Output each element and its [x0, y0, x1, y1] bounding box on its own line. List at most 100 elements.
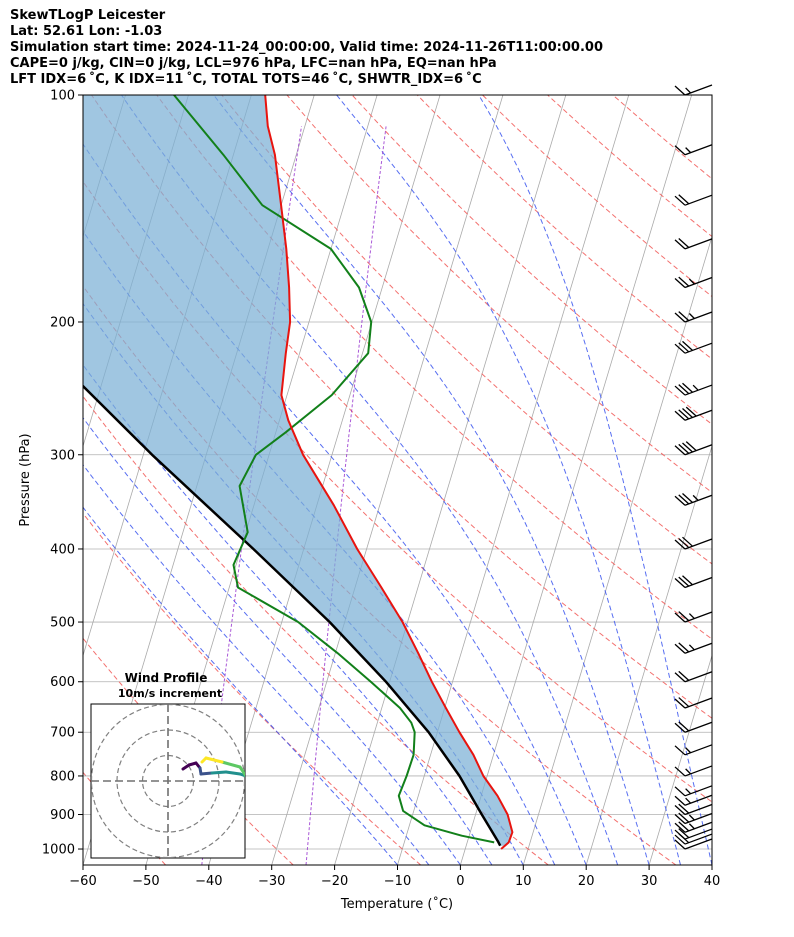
wind-barb-shaft: [684, 785, 713, 797]
wind-barb: [674, 812, 713, 825]
wind-barb: [674, 744, 713, 756]
wind-barb-shaft: [684, 697, 713, 709]
dry-adiabat-line: [351, 95, 712, 425]
plot-area: −60 −50 −40 −30 −20 −10 0 10 20 30 40 100 200 300 400 5…: [42, 84, 721, 889]
wind-barb: [674, 785, 713, 797]
x-tick-label: 0: [456, 874, 464, 889]
wind-barb: [674, 575, 713, 589]
wind-barb-half-flag: [688, 613, 695, 620]
wind-barb-flag: [674, 578, 686, 589]
dry-adiabat-line: [547, 95, 712, 238]
y-tick-label: 200: [50, 315, 75, 330]
wind-barb-flag: [678, 611, 690, 622]
wind-barb: [674, 821, 713, 833]
wind-barb-flag: [674, 814, 686, 824]
dry-adiabat-line: [416, 95, 712, 360]
moist-adiabat-line: [121, 95, 619, 865]
wind-barb-flag: [678, 443, 690, 454]
moist-adiabat-line: [83, 506, 398, 865]
wind-barb-flag: [674, 698, 686, 709]
wind-barb: [674, 144, 713, 156]
wind-barb: [674, 382, 713, 396]
wind-barb-flag: [674, 795, 686, 806]
wind-barb-shaft: [684, 576, 713, 589]
wind-barb-shaft: [684, 744, 713, 756]
wind-barb-flag: [674, 766, 686, 777]
wind-barb: [674, 406, 713, 421]
isotherm-line: [711, 863, 712, 865]
wind-barb: [674, 794, 713, 806]
wind-barb-flag: [674, 385, 686, 396]
wind-barb-flag: [678, 276, 690, 287]
wind-barb: [674, 828, 713, 840]
hodograph-trace-segment: [204, 756, 224, 764]
wind-barb-flag: [674, 822, 686, 833]
wind-barb-shaft: [684, 444, 713, 456]
wind-barb-flag: [674, 495, 686, 506]
hodograph-trace-segment: [210, 770, 228, 775]
moist-adiabat-line: [213, 95, 650, 865]
wind-barb-flag: [678, 494, 690, 505]
hodograph-trace-segment: [220, 760, 242, 769]
wind-barb-flag: [674, 343, 686, 354]
wind-barb-flag: [674, 722, 686, 733]
wind-barb-shaft: [684, 821, 713, 833]
hodograph-trace-segment: [200, 756, 208, 764]
hodograph-trace-segment: [238, 765, 245, 778]
wind-barb: [674, 238, 713, 250]
title-line-indices: LFT IDX=6 ˚C, K IDX=11 ˚C, TOTAL TOTS=46…: [10, 72, 482, 87]
wind-barb-flag: [674, 643, 686, 654]
wind-barb-shaft: [684, 238, 713, 250]
dry-adiabat-line: [83, 512, 422, 865]
wind-barb-shaft: [684, 611, 713, 623]
hodograph-trace-segment: [199, 771, 214, 776]
wind-barb-flag: [678, 409, 690, 420]
y-tick-label: 600: [50, 675, 75, 690]
wind-barb: [674, 838, 713, 850]
wind-barb-flag: [682, 492, 693, 503]
x-tick-label: −10: [384, 874, 411, 889]
wind-barb-flag: [678, 812, 690, 823]
wind-barb-flag: [682, 442, 693, 453]
wind-barb-flag: [682, 575, 693, 586]
wind-barb-flag: [674, 839, 686, 850]
wind-barb-flag: [674, 145, 686, 156]
wind-barb-flag: [682, 407, 693, 418]
hodograph-subtitle: 10m/s increment: [118, 687, 222, 700]
wind-barb-shaft: [684, 833, 713, 845]
wind-barb-flag: [678, 670, 690, 681]
wind-barb-flag: [678, 642, 690, 653]
x-tick-label: 40: [704, 874, 721, 889]
wind-barb-shaft: [684, 721, 713, 733]
wind-barb-flag: [674, 410, 686, 421]
y-tick-label: 500: [50, 616, 75, 631]
wind-barb: [674, 642, 713, 654]
moist-adiabat-line: [336, 95, 681, 865]
x-axis-label: Temperature (˚C): [340, 896, 453, 912]
wind-barb-flag: [678, 311, 690, 322]
isotherm-line: [585, 444, 712, 865]
wind-barb-shaft: [684, 276, 713, 289]
title-line-station: SkewTLogP Leicester: [10, 8, 166, 23]
y-tick-label: 800: [50, 769, 75, 784]
wind-barb: [674, 765, 713, 777]
wind-barb: [674, 311, 713, 323]
wind-barb-flag: [685, 441, 697, 452]
isotherm-line: [460, 95, 693, 865]
wind-barb-flag: [674, 829, 686, 840]
hodograph-title: Wind Profile: [125, 671, 208, 685]
hodograph-trace-segment: [224, 770, 242, 776]
wind-barb-half-flag: [685, 788, 692, 795]
wind-barb-shaft: [684, 838, 713, 850]
wind-barb: [674, 803, 713, 816]
wind-barb-half-flag: [692, 384, 699, 391]
title-line-location: Lat: 52.61 Lon: -1.03: [10, 24, 163, 39]
x-tick-label: −40: [195, 874, 222, 889]
wind-barb-flag: [678, 821, 690, 832]
wind-barb-shaft: [684, 794, 713, 806]
moist-adiabat-line: [83, 417, 461, 865]
hodograph-ring: [91, 704, 245, 858]
dry-adiabat-line: [286, 95, 712, 494]
wind-barb-flag: [674, 745, 686, 756]
parcel-profile-line: [83, 384, 502, 847]
